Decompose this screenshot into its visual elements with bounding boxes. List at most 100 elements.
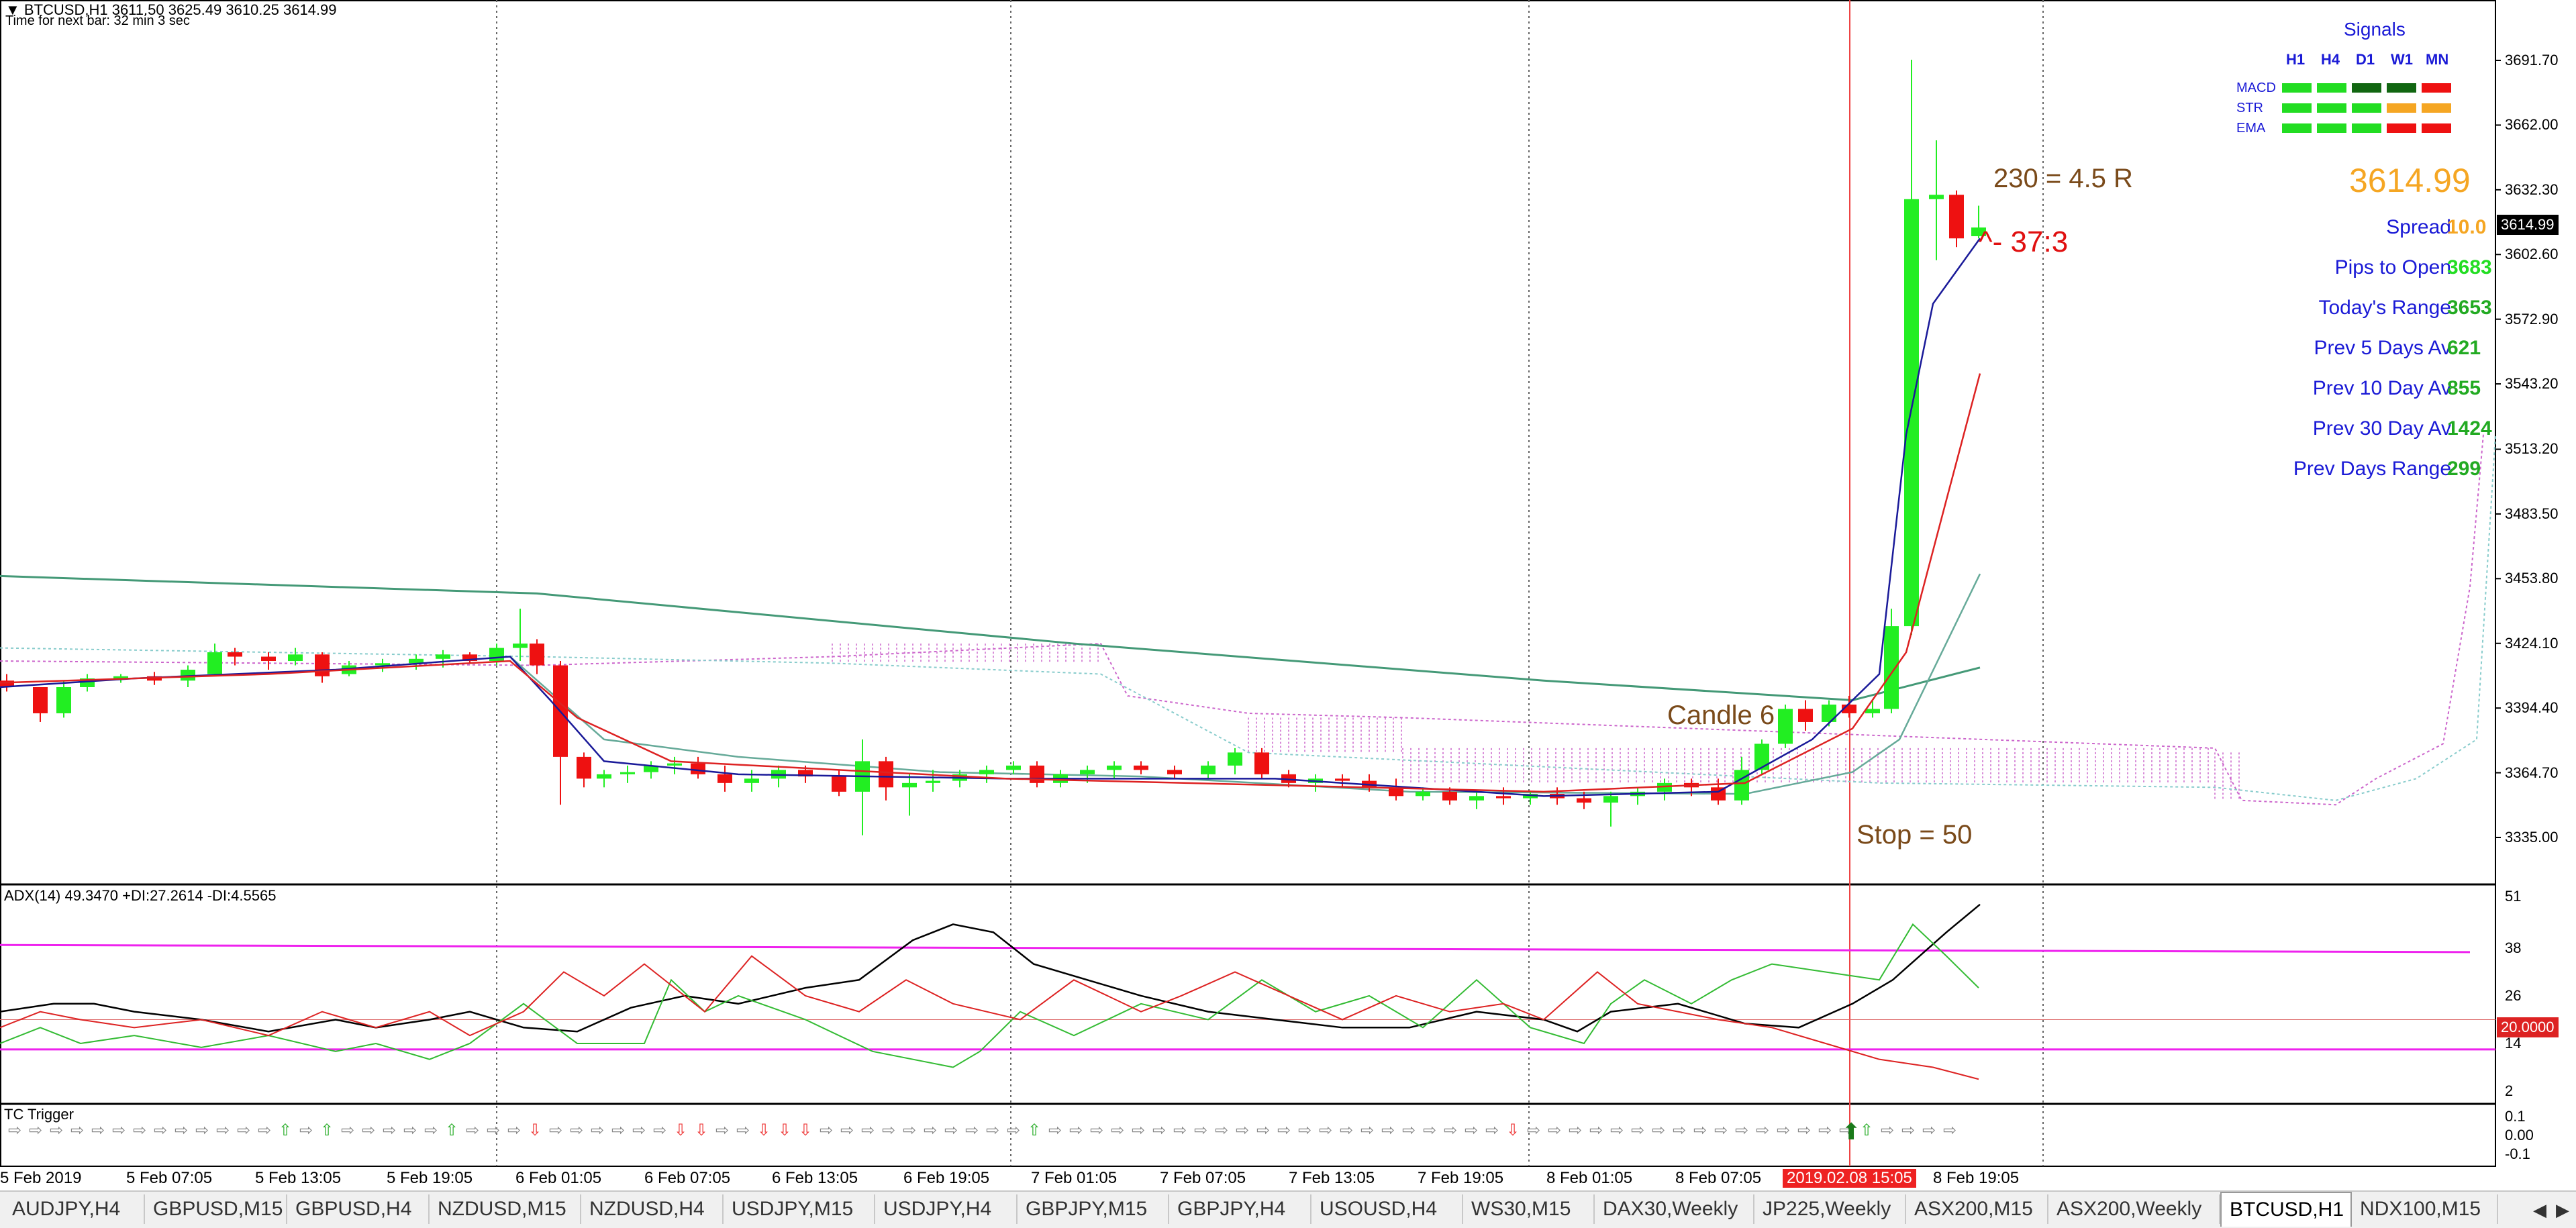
candle-body [879,761,893,788]
chart-tab[interactable]: GBPJPY,H4 [1169,1194,1311,1224]
price-tick-label: 3364.70 [2505,764,2559,781]
chart-tab[interactable]: GBPJPY,M15 [1018,1194,1169,1224]
tc-neutral-arrow-icon: ⇨ [1215,1121,1228,1139]
time-tick-label: 6 Feb 01:05 [515,1169,602,1187]
reward-annotation: 230 = 4.5 R [1993,164,2133,193]
candle-body [798,770,813,777]
tc-neutral-arrow-icon: ⇨ [195,1121,209,1139]
info-label: Today's Range [2318,297,2451,319]
chart-tab[interactable]: DAX30,Weekly [1595,1194,1754,1224]
price-tick-label: 3453.80 [2505,570,2559,587]
candle-body [597,774,611,779]
tc-neutral-arrow-icon: ⇨ [965,1121,979,1139]
tc-neutral-arrow-icon: ⇨ [1423,1121,1436,1139]
tc-neutral-arrow-icon: ⇨ [1256,1121,1270,1139]
chart-tab[interactable]: JP225,Weekly [1754,1194,1906,1224]
tc-neutral-arrow-icon: ⇨ [487,1121,500,1139]
candle-body [644,765,658,772]
time-tick-label: 6 Feb 19:05 [903,1169,990,1187]
candle-body [744,778,759,783]
chart-canvas[interactable]: ⇨ ⇨ ⇨ ⇨ ⇨ ⇨ ⇨ ⇨ ⇨ ⇨ ⇨ ⇨ ⇨ ⇧ ⇨ ⇧ ⇨ ⇨ ⇨ ⇨ ⇨ ⇧ ⇨ ⇨ ⇨ ⇩ ⇨ ⇨ ⇨ ⇨ ⇨ ⇨ ⇩ ⇩ ⇨ ⇨ ⇩ ⇩ ⇩ ⇨… [0,0,2576,1190]
signal-cell [2387,83,2416,93]
signal-cell [2282,123,2312,133]
chart-tab[interactable]: GBPUSD,M15 [145,1194,287,1224]
candle-body [1577,798,1591,803]
tc-neutral-arrow-icon: ⇨ [1631,1121,1644,1139]
tc-neutral-arrow-icon: ⇨ [1839,1121,1852,1139]
tc-neutral-arrow-icon: ⇨ [1589,1121,1603,1139]
tc-neutral-arrow-icon: ⇨ [1402,1121,1416,1139]
ema-mid-line [0,373,1981,793]
chart-tab[interactable]: USDJPY,M15 [724,1194,875,1224]
chart-tab[interactable]: USOUSD,H4 [1311,1194,1463,1224]
candle-body [33,686,48,713]
tc-up-arrow-icon: ⇧ [320,1121,334,1139]
time-tick-label: 7 Feb 13:05 [1289,1169,1375,1187]
tc-neutral-arrow-icon: ⇨ [820,1121,833,1139]
tc-neutral-arrow-icon: ⇨ [112,1121,126,1139]
time-tick-label: 6 Feb 13:05 [772,1169,858,1187]
tc-neutral-arrow-icon: ⇨ [1277,1121,1291,1139]
tc-neutral-arrow-icon: ⇨ [944,1121,958,1139]
signal-cell [2387,123,2416,133]
chart-tab[interactable]: NZDUSD,M15 [430,1194,581,1224]
candle-body [1080,770,1095,774]
time-tick-label: 7 Feb 19:05 [1418,1169,1504,1187]
tc-neutral-arrow-icon: ⇨ [861,1121,875,1139]
candle-body [1603,796,1618,803]
time-tick-label: 8 Feb 07:05 [1675,1169,1762,1187]
tc-neutral-arrow-icon: ⇨ [1610,1121,1624,1139]
signals-row-label: MACD [2236,81,2276,95]
candle-body [288,654,303,662]
chart-tab[interactable]: ASX200,Weekly [2048,1194,2220,1224]
candle-body [113,676,128,679]
scroll-right-icon[interactable]: ▶ [2556,1200,2569,1220]
time-tick-label: 6 Feb 07:05 [644,1169,731,1187]
price-tick-label: 3662.00 [2505,116,2559,134]
candle-body [1822,704,1836,722]
price-tick-label: 3632.30 [2505,181,2559,198]
tc-neutral-arrow-icon: ⇨ [91,1121,105,1139]
time-tick-label: 8 Feb 19:05 [1933,1169,2020,1187]
tc-neutral-arrow-icon: ⇨ [1922,1121,1936,1139]
chart-tab[interactable]: NDX100,M15 [2352,1194,2498,1224]
tc-tick-label: -0.1 [2505,1145,2530,1162]
chart-tab[interactable]: USDJPY,H4 [875,1194,1018,1224]
chart-tab[interactable]: NZDUSD,H4 [581,1194,724,1224]
tc-neutral-arrow-icon: ⇨ [1652,1121,1665,1139]
candle-body [1496,796,1511,799]
tc-neutral-arrow-icon: ⇨ [258,1121,271,1139]
chart-tab-bar: AUDJPY,H4 GBPUSD,M15 GBPUSD,H4 NZDUSD,M15 NZ… [0,1190,2576,1228]
price-tick-label: 3513.20 [2505,440,2559,458]
tc-neutral-arrow-icon: ⇨ [986,1121,999,1139]
info-value: 855 [2447,377,2481,399]
chart-tab[interactable]: BTCUSD,H1 [2220,1192,2352,1227]
info-value: 299 [2447,458,2481,480]
tc-neutral-arrow-icon: ⇨ [29,1121,42,1139]
chart-tab[interactable]: ASX200,M15 [1906,1194,2048,1224]
candle-body [261,656,276,662]
info-label: Pips to Open [2334,256,2451,278]
di-plus-line [0,923,1979,1068]
tc-down-arrow-icon: ⇩ [757,1121,771,1139]
signals-row-label: EMA [2236,121,2266,136]
adx-tick-label: 38 [2505,939,2522,956]
tc-neutral-arrow-icon: ⇨ [403,1121,417,1139]
candle-body [1228,752,1242,766]
candle-body [1107,765,1122,770]
scroll-left-icon[interactable]: ◀ [2533,1200,2546,1220]
candle-body [577,756,591,779]
di-minus-line [0,955,1979,1080]
chart-tab[interactable]: GBPUSD,H4 [287,1194,430,1224]
candle-body [489,648,504,662]
tc-neutral-arrow-icon: ⇨ [299,1121,313,1139]
chart-tab[interactable]: WS30,M15 [1463,1194,1595,1224]
signals-column-header: H4 [2321,51,2340,68]
collapse-triangle-icon[interactable]: ▼ [5,1,20,18]
tc-neutral-arrow-icon: ⇨ [1548,1121,1561,1139]
chart-tab[interactable]: AUDJPY,H4 [4,1194,145,1224]
candle-body [1734,770,1749,801]
tc-neutral-arrow-icon: ⇨ [653,1121,666,1139]
candle-body [1469,796,1484,801]
